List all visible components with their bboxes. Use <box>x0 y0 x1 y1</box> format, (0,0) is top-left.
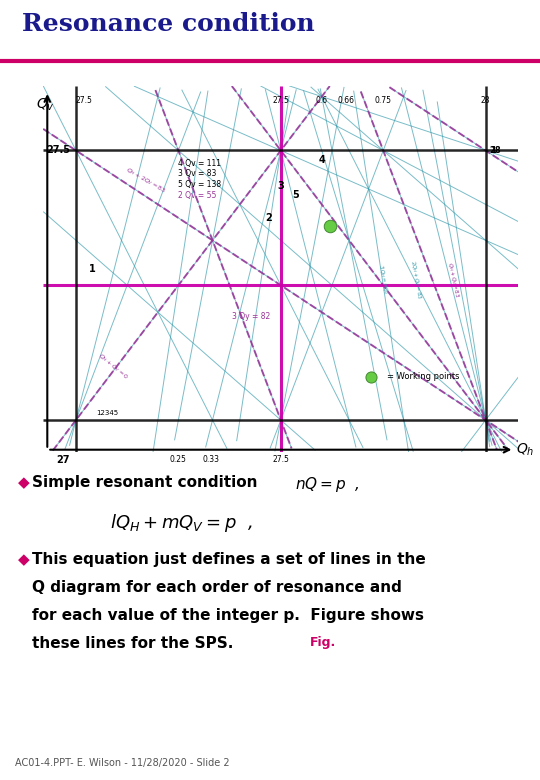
Text: 0.33: 0.33 <box>202 455 220 464</box>
Text: 3 Qy = 82: 3 Qy = 82 <box>232 312 270 321</box>
Text: $2Q_H+Q_V=83$: $2Q_H+Q_V=83$ <box>408 260 424 300</box>
Text: $lQ_H + mQ_V = p$  ,: $lQ_H + mQ_V = p$ , <box>110 512 253 534</box>
Text: $Q_v$: $Q_v$ <box>36 97 55 113</box>
Text: ◆: ◆ <box>18 552 30 567</box>
Text: 12345: 12345 <box>97 410 119 416</box>
Text: 3: 3 <box>278 180 284 190</box>
Text: 4 Qv = 111: 4 Qv = 111 <box>178 158 221 168</box>
Text: 3 Qv = 83: 3 Qv = 83 <box>178 169 217 179</box>
Text: 0.25: 0.25 <box>170 455 187 464</box>
Text: This equation just defines a set of lines in the: This equation just defines a set of line… <box>32 552 426 567</box>
Text: for each value of the integer p.  Figure shows: for each value of the integer p. Figure … <box>32 608 424 623</box>
Text: 27.5: 27.5 <box>76 96 93 105</box>
Text: Simple resonant condition: Simple resonant condition <box>32 475 258 490</box>
Text: Resonance condition: Resonance condition <box>22 12 314 36</box>
Text: $3\,Q_H=HQ_2$: $3\,Q_H=HQ_2$ <box>376 264 390 296</box>
Text: ◆: ◆ <box>18 475 30 490</box>
Text: 4: 4 <box>319 155 325 165</box>
Text: these lines for the SPS.: these lines for the SPS. <box>32 636 233 651</box>
Text: 0.75: 0.75 <box>375 96 392 105</box>
Text: 27: 27 <box>56 455 70 465</box>
Text: Fig.: Fig. <box>310 636 336 649</box>
Text: $Q_H+Q_V=0$: $Q_H+Q_V=0$ <box>96 351 130 381</box>
Text: 0.6: 0.6 <box>316 96 328 105</box>
Text: 1: 1 <box>89 264 96 274</box>
Text: 27.5: 27.5 <box>272 455 289 464</box>
Text: $nQ = p$  ,: $nQ = p$ , <box>295 475 360 495</box>
Text: 28: 28 <box>481 96 490 105</box>
Text: 5: 5 <box>292 190 299 200</box>
Text: 2 Qv = 55: 2 Qv = 55 <box>178 191 217 200</box>
Text: 28: 28 <box>490 146 501 155</box>
Text: AC01-4.PPT- E. Wilson - 11/28/2020 - Slide 2: AC01-4.PPT- E. Wilson - 11/28/2020 - Sli… <box>15 758 229 768</box>
Text: 1: 1 <box>490 146 496 155</box>
Text: $Q_h$: $Q_h$ <box>516 441 535 458</box>
Text: 27.5: 27.5 <box>46 146 70 155</box>
Text: 5 Qv = 138: 5 Qv = 138 <box>178 180 221 189</box>
Text: 0.66: 0.66 <box>338 96 355 105</box>
Text: 2: 2 <box>265 213 272 223</box>
Text: 27.5: 27.5 <box>272 96 289 105</box>
Text: $Q_H+2Q_V=83$: $Q_H+2Q_V=83$ <box>124 165 167 195</box>
Text: = Working points: = Working points <box>387 372 460 381</box>
Text: $Q_H+Q_V=83$: $Q_H+Q_V=83$ <box>445 261 461 299</box>
Text: Q diagram for each order of resonance and: Q diagram for each order of resonance an… <box>32 580 402 595</box>
